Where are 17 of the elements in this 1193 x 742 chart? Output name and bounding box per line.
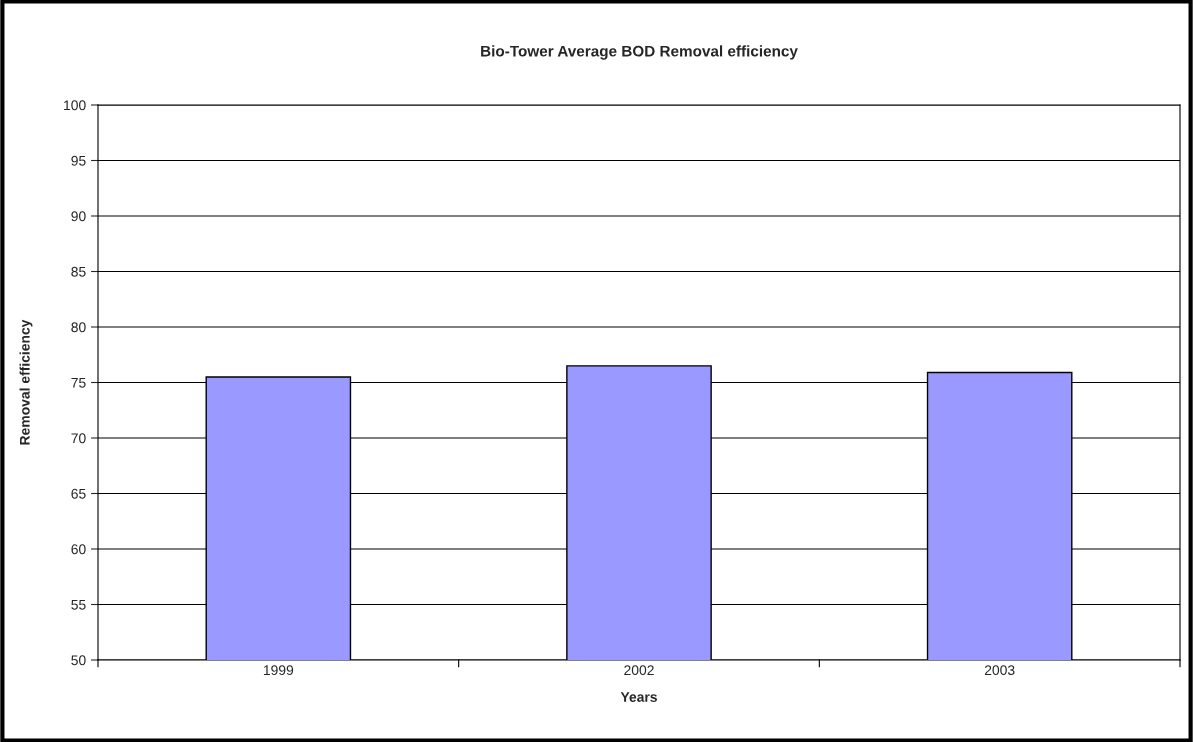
- x-tick-label: 2002: [624, 665, 654, 676]
- y-tick-label: 60: [71, 544, 86, 555]
- x-tick-label: 1999: [263, 665, 294, 676]
- y-tick-label: 70: [71, 433, 86, 444]
- y-tick-label: 90: [71, 211, 86, 222]
- x-tick-label: 2003: [984, 665, 1015, 676]
- y-tick-label: 95: [71, 155, 86, 166]
- y-tick-label: 65: [71, 488, 86, 499]
- y-axis-title: Removal efficiency: [19, 319, 33, 445]
- y-tick-label: 75: [71, 377, 86, 388]
- y-tick-label: 50: [71, 655, 86, 666]
- y-tick-label: 85: [71, 266, 86, 277]
- y-tick-label: 80: [71, 322, 86, 333]
- x-axis-title: Years: [620, 692, 657, 702]
- y-tick-label: 55: [71, 599, 86, 610]
- y-tick-label: 100: [64, 100, 86, 111]
- chart-title: Bio-Tower Average BOD Removal efficiency: [481, 45, 798, 60]
